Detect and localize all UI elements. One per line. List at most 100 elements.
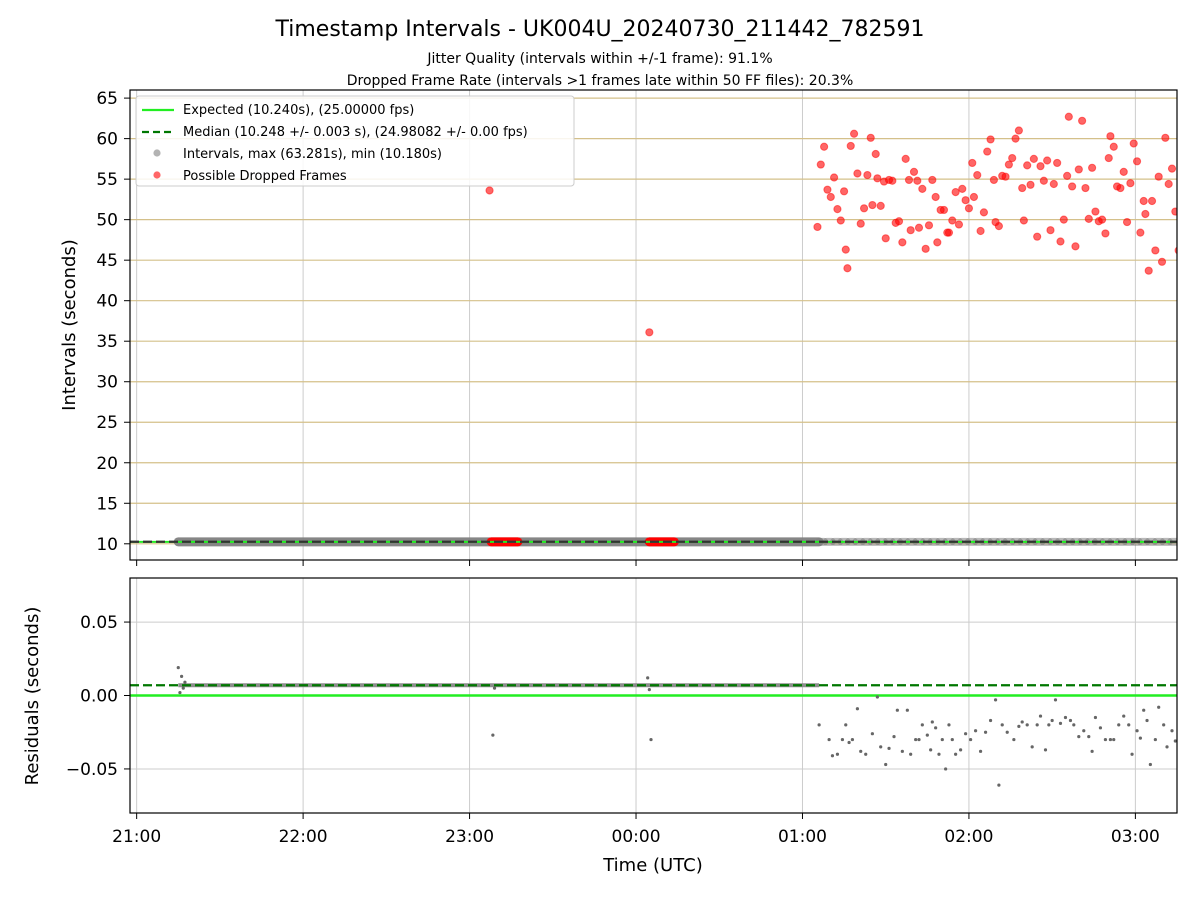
- residual-point: [895, 708, 899, 712]
- top-ytick-label: 25: [96, 413, 118, 433]
- residual-point: [950, 737, 954, 742]
- dropped-frame-point: [909, 167, 919, 176]
- residuals-plot: 0.05 0.00 −0.05 21:00 22:00 23:00 00:00 01:00 02…: [66, 577, 1178, 847]
- residual-point: [1148, 762, 1152, 767]
- residual-point: [1053, 698, 1058, 702]
- bottom-y-axis-label: Residuals (seconds): [22, 607, 43, 786]
- residual-point: [997, 783, 1001, 787]
- dropped-frame-point: [906, 226, 915, 235]
- dropped-frame-point: [830, 173, 839, 182]
- dropped-frame-point: [863, 170, 872, 180]
- residual-point: [887, 746, 891, 750]
- residual-point: [1068, 718, 1073, 723]
- chart-title: Timestamp Intervals - UK004U_20240730_21…: [275, 17, 925, 42]
- residual-point: [1173, 739, 1177, 743]
- residual-point: [847, 740, 851, 745]
- dropped-frame-point: [1063, 171, 1072, 180]
- dropped-frame-point: [898, 238, 907, 247]
- dropped-frame-point: [856, 219, 865, 228]
- dropped-frame-point: [1132, 157, 1142, 166]
- dropped-frame-point: [1001, 172, 1010, 181]
- dropped-frame-point: [1064, 112, 1073, 121]
- top-ytick-label: 65: [96, 89, 118, 109]
- dropped-frame-point: [1091, 207, 1100, 216]
- x-tick-label: 00:00: [612, 827, 661, 847]
- residual-point: [1103, 737, 1108, 742]
- chart-subtitle-dropped: Dropped Frame Rate (intervals >1 frames …: [347, 73, 854, 89]
- dropped-frame-point: [645, 328, 654, 337]
- legend-expected-label: Expected (10.240s), (25.00000 fps): [183, 103, 414, 118]
- residual-point: [1157, 705, 1161, 709]
- dropped-frame-point: [989, 175, 998, 185]
- top-ytick-label: 55: [96, 170, 118, 190]
- residual-point: [1090, 749, 1094, 753]
- bottom-plot-area: [130, 578, 1177, 813]
- legend-median-label: Median (10.248 +/- 0.003 s), (24.98082 +…: [183, 125, 528, 140]
- dropped-frame-point: [964, 204, 974, 213]
- dropped-frame-point: [866, 133, 875, 142]
- residual-point: [1020, 720, 1024, 724]
- residual-point: [1025, 723, 1029, 727]
- dropped-frame-point: [1014, 126, 1023, 135]
- dropped-frame-point: [1018, 183, 1027, 193]
- residual-point: [1117, 723, 1121, 727]
- dropped-frame-point: [1078, 116, 1087, 125]
- residual-point: [917, 737, 921, 742]
- residual-point: [1127, 723, 1131, 727]
- dropped-frame-point: [1046, 226, 1055, 235]
- dropped-frame-point: [1004, 160, 1013, 169]
- residual-point: [940, 737, 944, 742]
- dropped-frame-point: [961, 196, 970, 205]
- dropped-frame-point: [1116, 183, 1125, 193]
- residual-point: [968, 737, 973, 742]
- residual-point: [1012, 737, 1016, 742]
- top-y-axis-label: Intervals (seconds): [59, 239, 80, 411]
- bottom-ytick-label: 0.05: [80, 613, 118, 633]
- dropped-frame-point: [951, 188, 960, 197]
- dropped-frame-point: [485, 186, 494, 195]
- residual-point: [1122, 714, 1126, 718]
- dropped-frame-point: [816, 160, 825, 169]
- residual-point: [840, 737, 845, 742]
- dropped-frame-point: [1122, 217, 1132, 227]
- dropped-frame-point: [823, 185, 832, 194]
- residual-point: [875, 695, 879, 699]
- residual-point: [859, 749, 863, 753]
- residual-point: [909, 752, 913, 756]
- dropped-frame-point: [1043, 156, 1052, 165]
- residual-point: [944, 767, 948, 771]
- dropped-frame-point: [1119, 167, 1128, 176]
- dropped-frame-point: [1071, 242, 1080, 251]
- residual-point: [973, 729, 978, 733]
- residual-point: [1072, 723, 1076, 727]
- dropped-frame-point: [976, 226, 985, 236]
- residual-point: [1050, 718, 1054, 723]
- legend-intervals-label: Intervals, max (63.281s), min (10.180s): [183, 147, 442, 162]
- dropped-frame-point: [876, 201, 885, 210]
- dropped-frame-point: [1129, 139, 1138, 148]
- dropped-frame-point: [1174, 246, 1177, 255]
- bottom-ytick-label: −0.05: [66, 760, 118, 780]
- residual-point: [850, 737, 855, 742]
- residual-point: [830, 754, 835, 758]
- dropped-frame-point: [1008, 153, 1017, 163]
- dropped-frame-point: [1109, 142, 1118, 151]
- dropped-frame-point: [859, 204, 869, 213]
- dropped-frame-point: [928, 175, 937, 185]
- residual-point: [937, 752, 941, 756]
- dropped-frame-point: [820, 142, 829, 151]
- dropped-frame-point: [1157, 257, 1167, 266]
- residual-point: [1030, 745, 1034, 749]
- dropped-frame-point: [1141, 209, 1150, 219]
- residual-point: [1098, 726, 1103, 730]
- dropped-frame-point: [846, 141, 855, 151]
- residual-point: [914, 737, 918, 742]
- top-ytick-label: 15: [96, 494, 118, 514]
- legend-box: [135, 95, 575, 187]
- dropped-frame-point: [1056, 237, 1065, 246]
- chart-subtitle-jitter: Jitter Quality (intervals within +/-1 fr…: [426, 51, 772, 67]
- residual-point: [1130, 752, 1134, 756]
- dropped-frame-point: [1178, 156, 1185, 163]
- dropped-frame-point: [813, 222, 822, 232]
